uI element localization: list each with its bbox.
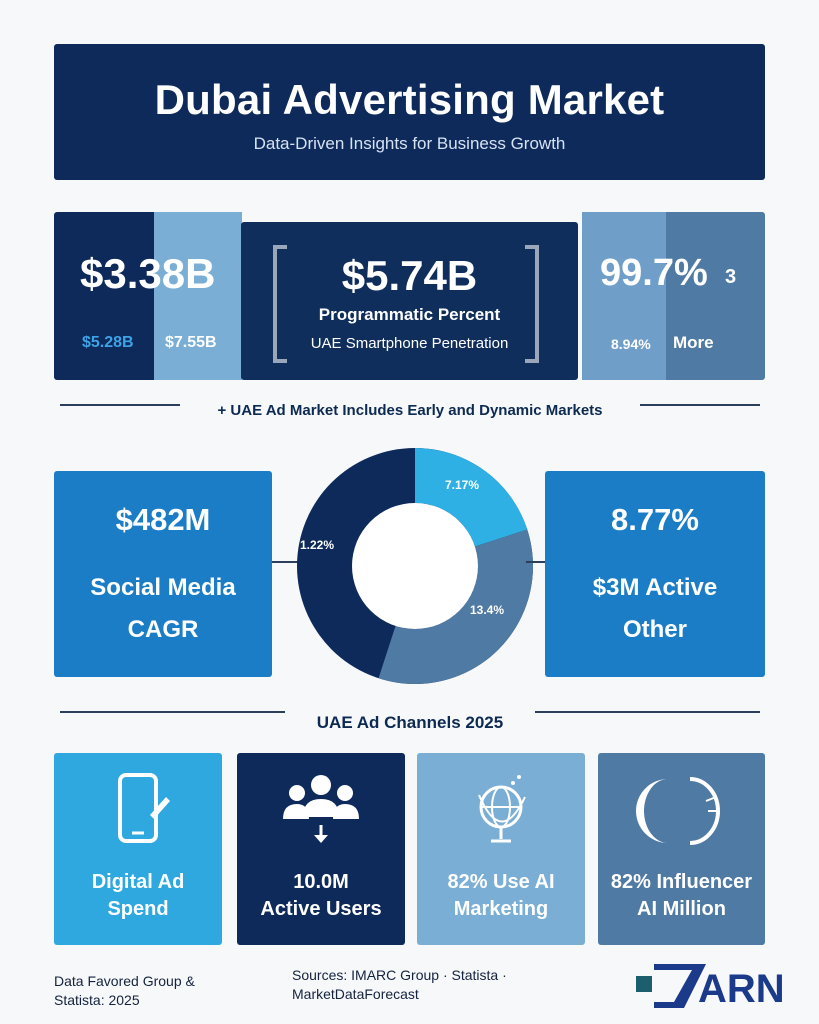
footer-credit-line2: Statista: 2025 xyxy=(54,992,140,1008)
connector-line xyxy=(526,561,545,563)
active-other-label-line1: $3M Active xyxy=(592,574,718,601)
donut-segment-13-4 xyxy=(378,529,533,684)
channel-label: Digital Ad Spend xyxy=(54,869,222,923)
active-other-value: 8.77% xyxy=(611,502,699,537)
bracket-left xyxy=(273,245,287,363)
channel-label-line1: 82% Use AI xyxy=(447,871,555,893)
channel-label: 82% Influencer AI Million xyxy=(598,869,765,923)
channel-card-digital-ad: Digital Ad Spend xyxy=(54,753,222,945)
donut-label-cyan: 7.17% xyxy=(445,478,479,492)
users-icon xyxy=(283,775,359,843)
donut-label-navy: 1.22% xyxy=(300,538,334,552)
divider-line xyxy=(60,404,180,406)
bracket-right xyxy=(525,245,539,363)
page-subtitle: Data-Driven Insights for Business Growth xyxy=(253,134,566,153)
stat-mid-value: $5.74B xyxy=(341,252,478,299)
strip-segment-steel xyxy=(666,212,765,380)
active-other-label-line2: Other xyxy=(622,616,687,643)
strip-segment-lightblue xyxy=(154,212,242,380)
strip-segment-navy xyxy=(54,212,154,380)
channel-label: 10.0M Active Users xyxy=(237,869,405,923)
strip-segment-blue xyxy=(582,212,666,380)
stats-strip xyxy=(54,212,765,380)
channel-label-line2: Marketing xyxy=(453,898,549,920)
section-heading-markets: + UAE Ad Market Includes Early and Dynam… xyxy=(217,402,603,419)
footer-credit-line1: Data Favored Group & xyxy=(54,973,195,989)
logo-text: ARN xyxy=(698,967,785,1011)
divider-line xyxy=(640,404,760,406)
channel-card-ai-marketing: 82% Use AI Marketing xyxy=(417,753,585,945)
channel-card-active-users: 10.0M Active Users xyxy=(237,753,405,945)
arn-logo: ARN xyxy=(636,964,785,1011)
social-media-label-line2: CAGR xyxy=(127,616,199,643)
stat-mid-label2: UAE Smartphone Penetration xyxy=(310,335,509,352)
divider-line xyxy=(60,711,285,713)
channel-label-line2: Active Users xyxy=(260,898,382,920)
connector-line xyxy=(272,561,306,563)
divider-line xyxy=(535,711,760,713)
stat-mid-box xyxy=(241,222,578,380)
active-other-label: $3M Active Other xyxy=(545,567,765,651)
donut-label-steel: 13.4% xyxy=(470,603,504,617)
stat-left-sub2: $7.55B xyxy=(165,334,217,351)
footer-sources-line1: Sources: IMARC Group · Statista · xyxy=(292,967,507,983)
globe-icon xyxy=(478,775,526,843)
channel-label-line2: AI Million xyxy=(637,898,726,920)
stat-right-sub1: 8.94% xyxy=(611,336,651,352)
footer-credit: Data Favored Group & Statista: 2025 xyxy=(54,972,195,1010)
stat-mid-label1: Programmatic Percent xyxy=(318,305,501,324)
stat-right-sub2: More xyxy=(673,333,714,352)
channel-label-line1: Digital Ad xyxy=(91,871,185,893)
channel-label-line2: Spend xyxy=(107,898,169,920)
smartphone-icon xyxy=(118,773,170,843)
channel-card-influencer: 82% Influencer AI Million xyxy=(598,753,765,945)
social-media-card: $482M Social Media CAGR xyxy=(54,471,272,677)
social-media-label: Social Media CAGR xyxy=(54,567,272,651)
stat-left-value: $3.38B xyxy=(80,250,216,297)
donut-segment-7-17 xyxy=(415,448,528,547)
channel-label-line1: 82% Influencer xyxy=(610,871,753,893)
donut-hole xyxy=(352,503,478,629)
social-media-value: $482M xyxy=(115,502,211,537)
crescent-icon xyxy=(636,777,720,845)
page-title: Dubai Advertising Market xyxy=(154,76,665,123)
footer-sources: Sources: IMARC Group · Statista · Market… xyxy=(292,966,507,1004)
header-banner: Dubai Advertising Market Data-Driven Ins… xyxy=(54,44,765,180)
stat-left-sub1: $5.28B xyxy=(82,334,134,351)
channel-label: 82% Use AI Marketing xyxy=(417,869,585,923)
social-media-label-line1: Social Media xyxy=(90,574,236,601)
stat-right-extra: 3 xyxy=(725,266,737,288)
stat-right-value: 99.7% xyxy=(600,252,708,294)
active-other-card: 8.77% $3M Active Other xyxy=(545,471,765,677)
donut-chart: 7.17% 13.4% 1.22% xyxy=(297,448,533,684)
section-heading-channels: UAE Ad Channels 2025 xyxy=(316,713,504,732)
footer-sources-line2: MarketDataForecast xyxy=(292,986,419,1002)
channel-label-line1: 10.0M xyxy=(293,871,349,893)
